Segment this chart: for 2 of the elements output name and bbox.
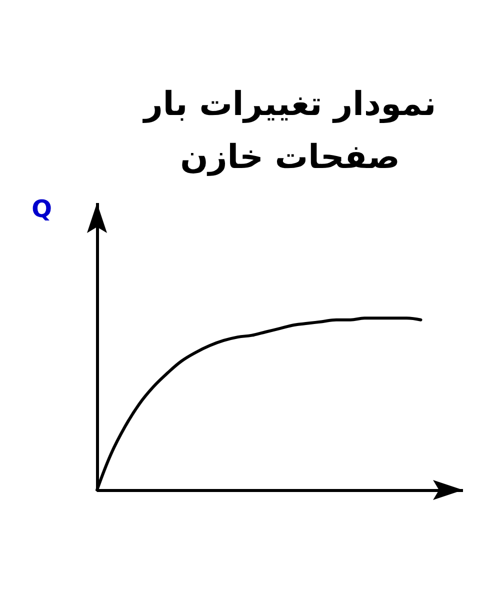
chart-title: نمودار تغییرات بار صفحات خازن [142, 84, 436, 177]
y-axis-title: Q [32, 195, 52, 223]
